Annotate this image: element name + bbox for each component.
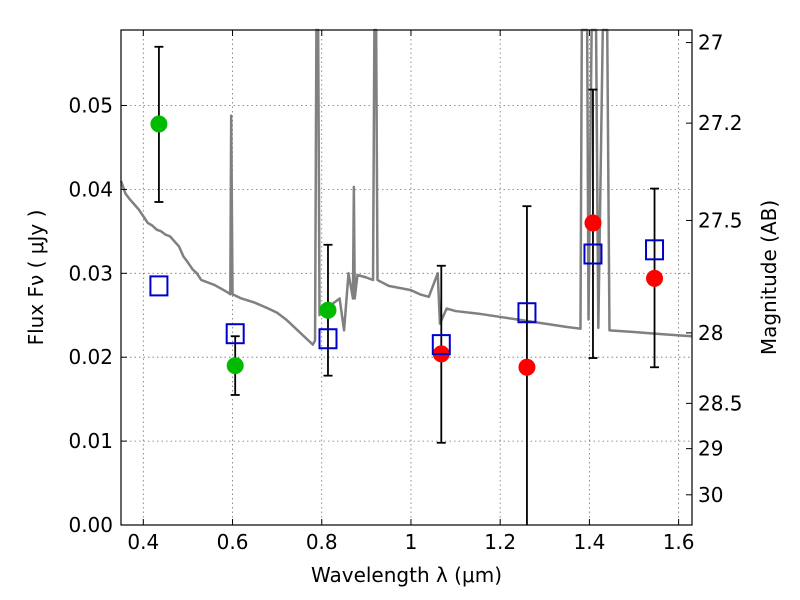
y-tick-label: 0.00 — [68, 513, 113, 537]
y2-tick-label: 27.5 — [698, 208, 743, 232]
green-data-point — [150, 115, 168, 133]
y-axis-label: Flux Fν ( μJy ) — [24, 210, 48, 346]
y2-tick-label: 28 — [698, 321, 723, 345]
x-tick-label: 1.4 — [573, 530, 605, 554]
model-flux-box — [318, 328, 338, 350]
y2-tick-label: 28.5 — [698, 391, 743, 415]
y-tick-label: 0.05 — [68, 94, 113, 118]
model-flux-box — [645, 239, 665, 261]
grid — [121, 30, 692, 525]
y-tick-label: 0.03 — [68, 261, 113, 285]
x-axis-label: Wavelength λ (μm) — [311, 563, 502, 587]
model-flux-box — [583, 243, 603, 265]
y2-tick-label: 30 — [698, 483, 723, 507]
plot-frame — [120, 29, 693, 526]
red-data-point — [518, 358, 536, 376]
sed-model-layer — [119, 28, 693, 346]
x-tick-label: 0.6 — [217, 530, 249, 554]
model-flux-box — [431, 334, 451, 356]
y2-tick-label: 29 — [698, 437, 723, 461]
y-tick-label: 0.02 — [68, 345, 113, 369]
x-tick-label: 0.8 — [306, 530, 338, 554]
y2-tick-label: 27.2 — [698, 111, 743, 135]
x-tick-label: 0.4 — [127, 530, 159, 554]
red-data-point — [646, 269, 664, 287]
marker-layer — [149, 115, 665, 376]
y-tick-label: 0.01 — [68, 429, 113, 453]
sed-model-line — [119, 28, 693, 346]
x-tick-label: 1.2 — [484, 530, 516, 554]
y-tick-label: 0.04 — [68, 177, 113, 201]
model-flux-box — [149, 275, 169, 297]
green-data-point — [319, 301, 337, 319]
y2-tick-label: 27 — [698, 31, 723, 55]
x-tick-label: 1.6 — [663, 530, 695, 554]
model-flux-box — [225, 323, 245, 345]
y2-axis-label: Magnitude (AB) — [757, 200, 781, 355]
red-data-point — [584, 214, 602, 232]
model-flux-box — [517, 302, 537, 324]
axis-layer: 0.4 0.6 0.8 1 1.2 1.4 1.6 0.00 0.01 0.02 0.03 0.04 0… — [68, 30, 743, 554]
x-tick-label: 1 — [405, 530, 418, 554]
green-data-point — [226, 357, 244, 375]
